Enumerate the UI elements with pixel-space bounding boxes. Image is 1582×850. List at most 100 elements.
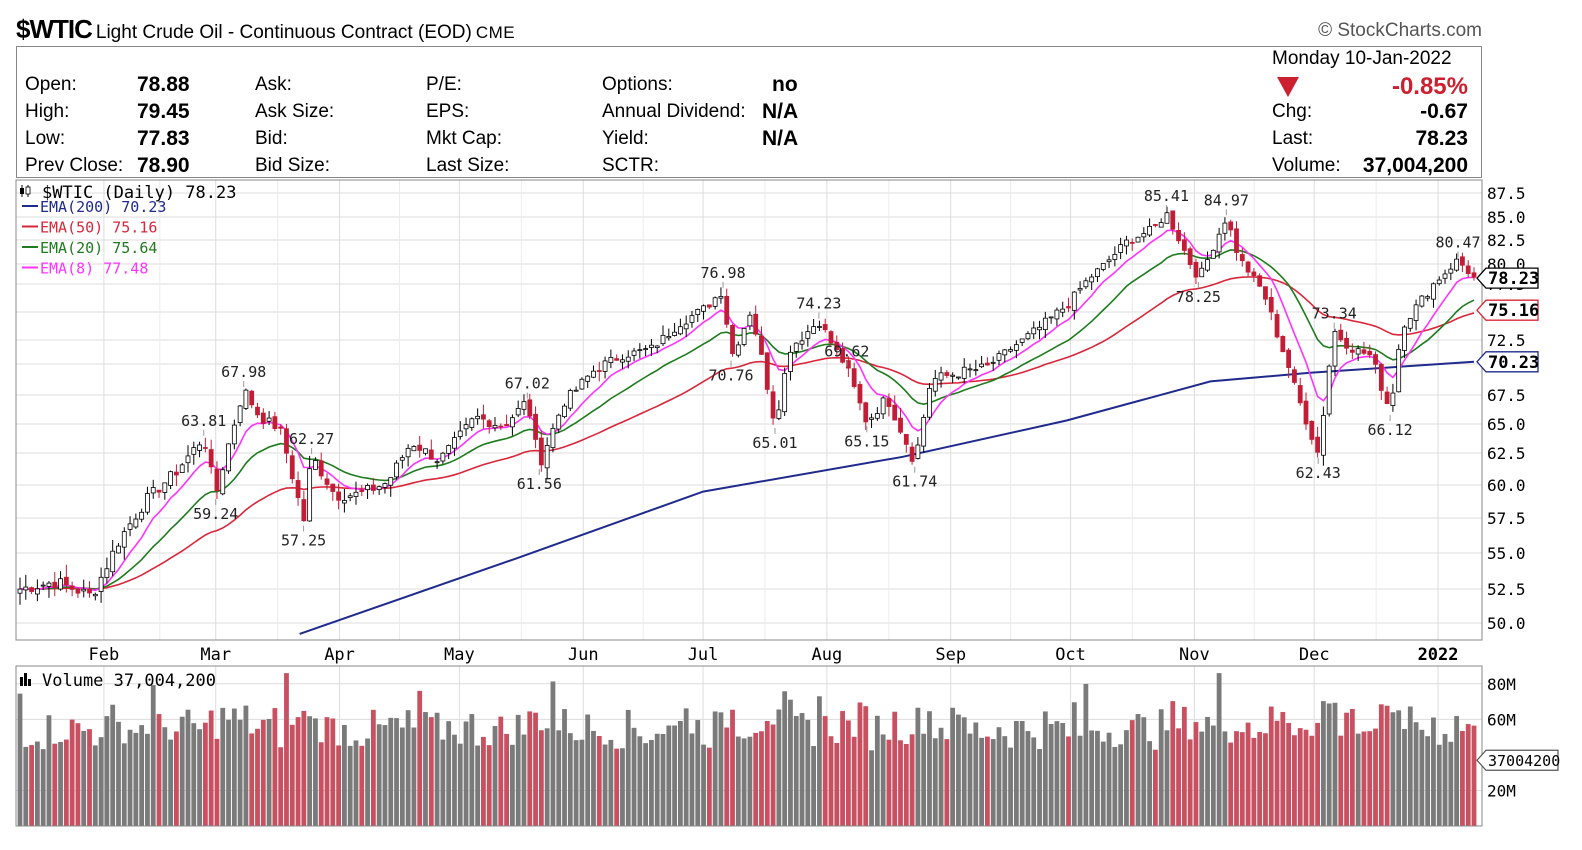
volume-panel-frame bbox=[15, 665, 1483, 827]
last-label: Last: bbox=[1272, 128, 1314, 149]
candle-body bbox=[1118, 244, 1124, 253]
volume-bar bbox=[1216, 673, 1222, 826]
date-tick-label: May bbox=[444, 645, 475, 665]
dividend-label: Annual Dividend: bbox=[602, 101, 746, 122]
candle-body bbox=[874, 413, 880, 419]
volume-bar bbox=[660, 734, 666, 826]
price-tick-label: 67.5 bbox=[1487, 386, 1526, 405]
volume-bar bbox=[556, 730, 562, 826]
volume-bar bbox=[1315, 722, 1320, 826]
volume-bar bbox=[226, 719, 231, 826]
candle-body bbox=[278, 426, 284, 429]
volume-bar bbox=[695, 720, 701, 826]
candle-body bbox=[1454, 258, 1460, 271]
volume-bar bbox=[1100, 741, 1106, 826]
volume-bar bbox=[1309, 735, 1315, 826]
volume-bar bbox=[1448, 741, 1454, 826]
candle-body bbox=[759, 335, 764, 355]
volume-bar bbox=[567, 733, 573, 826]
pe-label: P/E: bbox=[426, 74, 462, 95]
chg-value: -0.67 bbox=[1420, 100, 1468, 123]
volume-bar bbox=[1141, 717, 1147, 826]
annotations-layer: 63.81 67.98 59.24 62.27 57.25 67.02 61.56 76.98… bbox=[181, 187, 1480, 549]
candle-body bbox=[822, 324, 828, 331]
volume-bar bbox=[591, 730, 596, 826]
volume-bar bbox=[197, 729, 202, 826]
price-tick-label: 57.5 bbox=[1487, 509, 1526, 528]
candle-body bbox=[724, 295, 730, 325]
candle-body bbox=[1315, 436, 1320, 453]
candle-body bbox=[643, 348, 649, 350]
candle-body bbox=[220, 469, 226, 495]
volume-bar bbox=[1234, 731, 1239, 826]
brand-link[interactable]: © StockCharts.com bbox=[1318, 20, 1482, 41]
volume-bar bbox=[759, 731, 764, 826]
candle-body bbox=[469, 418, 475, 428]
volume-bar bbox=[1407, 706, 1413, 826]
volume-bar bbox=[527, 711, 533, 826]
volume-bar bbox=[1245, 722, 1251, 826]
volume-bar bbox=[996, 727, 1002, 826]
volume-bar bbox=[672, 725, 677, 826]
candle-body bbox=[452, 437, 457, 449]
candle-body bbox=[1106, 259, 1112, 263]
volume-bar bbox=[666, 725, 672, 826]
candle-body bbox=[869, 417, 874, 420]
price-annotation: 61.74 bbox=[892, 473, 937, 491]
volume-bar bbox=[376, 724, 382, 826]
candle-body bbox=[231, 424, 237, 445]
volume-bar bbox=[1355, 733, 1361, 826]
candle-body bbox=[405, 447, 411, 458]
candle-body bbox=[46, 582, 52, 587]
low-label: Low: bbox=[25, 128, 66, 149]
volume-bar bbox=[388, 717, 394, 826]
volume-tag-label: 37004200 bbox=[1488, 752, 1560, 770]
candle-body bbox=[1100, 262, 1106, 270]
candle-body bbox=[956, 376, 961, 379]
price-annotation: 57.25 bbox=[281, 532, 326, 550]
volume-bar bbox=[116, 721, 121, 826]
volume-bar bbox=[162, 727, 168, 826]
volume-bar bbox=[1471, 725, 1477, 826]
candle-body bbox=[1048, 316, 1054, 319]
candle-body bbox=[654, 345, 660, 348]
volume-bar bbox=[1344, 712, 1349, 826]
candle-body bbox=[1303, 400, 1309, 425]
candle-body bbox=[1216, 233, 1222, 253]
volume-bar bbox=[214, 738, 220, 826]
candle-body bbox=[649, 344, 654, 348]
price-annotation: 69.62 bbox=[824, 343, 869, 361]
volume-bar bbox=[1419, 729, 1425, 826]
volume-bar bbox=[301, 710, 307, 826]
candle-body bbox=[417, 444, 423, 451]
candle-body bbox=[58, 578, 63, 590]
price-tick-label: 72.5 bbox=[1487, 331, 1526, 350]
price-tick-label: 82.5 bbox=[1487, 231, 1526, 250]
volume-bar bbox=[1454, 716, 1460, 826]
volume-bar bbox=[34, 741, 40, 826]
volume-bar bbox=[1083, 683, 1089, 826]
yield-value: N/A bbox=[762, 127, 799, 150]
volume-bar bbox=[1384, 705, 1390, 826]
price-annotation: 65.15 bbox=[844, 432, 889, 450]
volume-bar bbox=[156, 714, 162, 826]
candle-body bbox=[828, 331, 834, 344]
candle-body bbox=[1002, 349, 1008, 356]
candle-body bbox=[1164, 212, 1170, 224]
candle-body bbox=[1210, 249, 1216, 259]
price-tags: 78.23 75.16 70.23 bbox=[1476, 267, 1539, 373]
candle-body bbox=[1152, 224, 1158, 226]
candle-body bbox=[1199, 267, 1205, 278]
candle-body bbox=[486, 420, 492, 428]
volume-bar bbox=[139, 725, 145, 826]
volume-bar bbox=[75, 723, 81, 826]
candle-body bbox=[127, 523, 133, 530]
volume-bar bbox=[631, 727, 637, 826]
candle-body bbox=[376, 486, 382, 490]
volume-bar bbox=[1048, 724, 1054, 826]
volume-bar bbox=[863, 706, 869, 826]
volume-bar bbox=[133, 732, 139, 826]
volume-bar bbox=[550, 681, 556, 826]
volume-tick-label: 60M bbox=[1487, 710, 1516, 729]
